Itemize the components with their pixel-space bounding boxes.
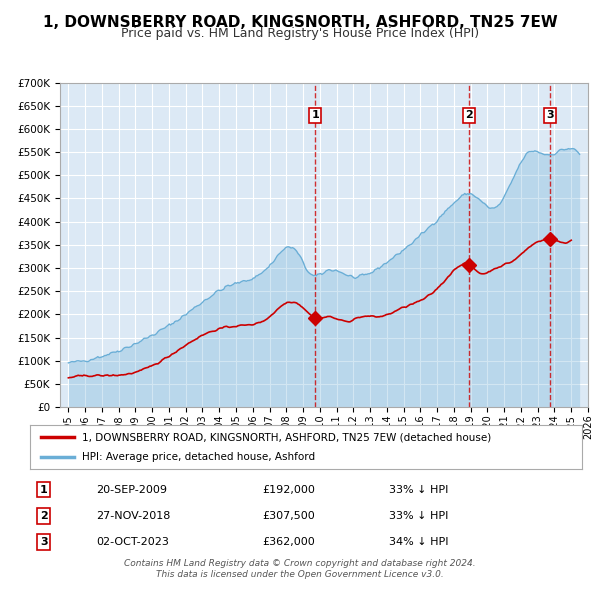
- Text: 1, DOWNSBERRY ROAD, KINGSNORTH, ASHFORD, TN25 7EW: 1, DOWNSBERRY ROAD, KINGSNORTH, ASHFORD,…: [43, 15, 557, 30]
- Text: 1, DOWNSBERRY ROAD, KINGSNORTH, ASHFORD, TN25 7EW (detached house): 1, DOWNSBERRY ROAD, KINGSNORTH, ASHFORD,…: [82, 432, 491, 442]
- Text: £362,000: £362,000: [262, 537, 314, 547]
- Text: 2: 2: [465, 110, 473, 120]
- Text: 33% ↓ HPI: 33% ↓ HPI: [389, 484, 448, 494]
- Text: 3: 3: [547, 110, 554, 120]
- Text: 1: 1: [40, 484, 47, 494]
- Text: 02-OCT-2023: 02-OCT-2023: [96, 537, 169, 547]
- Text: 2: 2: [40, 511, 47, 521]
- Text: 33% ↓ HPI: 33% ↓ HPI: [389, 511, 448, 521]
- Text: 1: 1: [311, 110, 319, 120]
- Text: Contains HM Land Registry data © Crown copyright and database right 2024.: Contains HM Land Registry data © Crown c…: [124, 559, 476, 568]
- Text: 27-NOV-2018: 27-NOV-2018: [96, 511, 170, 521]
- Text: This data is licensed under the Open Government Licence v3.0.: This data is licensed under the Open Gov…: [156, 570, 444, 579]
- Text: 3: 3: [40, 537, 47, 547]
- Text: 20-SEP-2009: 20-SEP-2009: [96, 484, 167, 494]
- Text: Price paid vs. HM Land Registry's House Price Index (HPI): Price paid vs. HM Land Registry's House …: [121, 27, 479, 40]
- Text: £307,500: £307,500: [262, 511, 314, 521]
- Text: 34% ↓ HPI: 34% ↓ HPI: [389, 537, 448, 547]
- Text: £192,000: £192,000: [262, 484, 315, 494]
- Text: HPI: Average price, detached house, Ashford: HPI: Average price, detached house, Ashf…: [82, 452, 316, 461]
